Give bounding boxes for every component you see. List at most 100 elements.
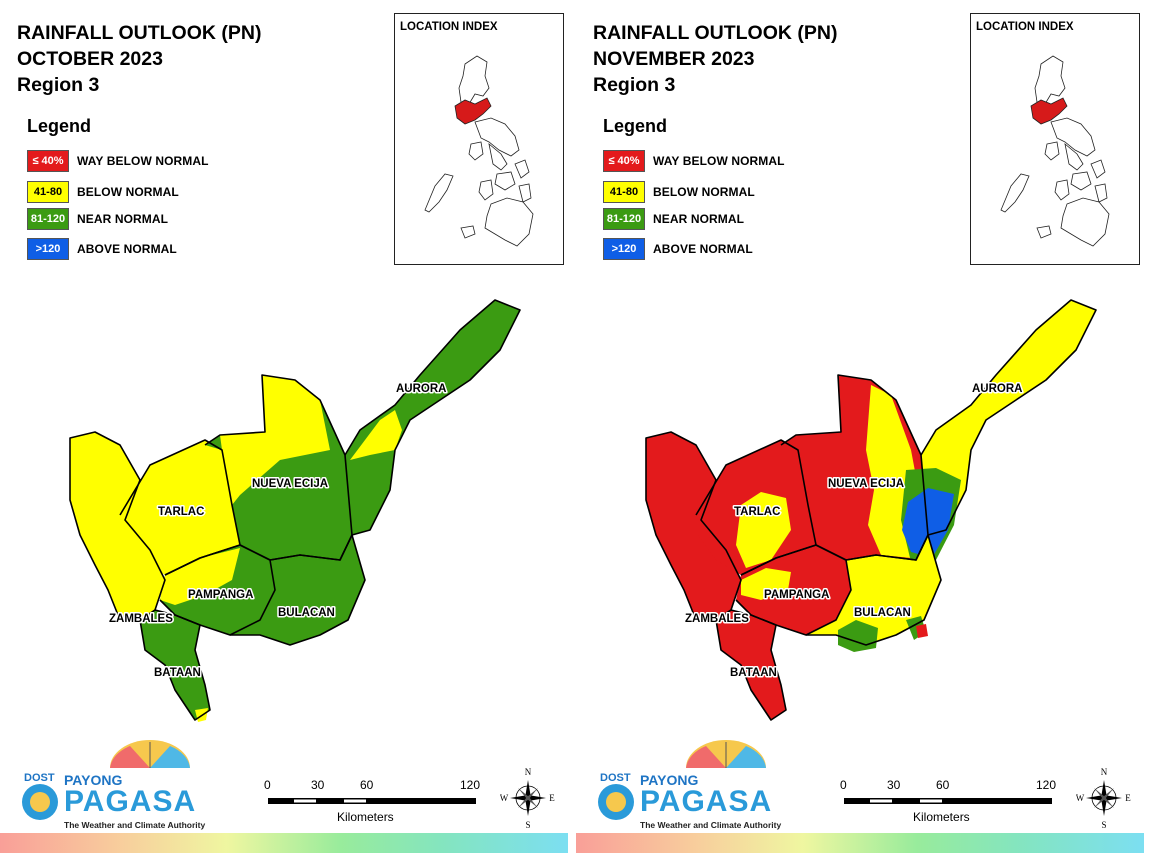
decorative-gradient-bar <box>576 833 1144 853</box>
outlook-panel-november: RAINFALL OUTLOOK (PN) NOVEMBER 2023 Regi… <box>576 0 1152 864</box>
compass-w: W <box>500 793 509 803</box>
compass-n: N <box>1101 767 1108 777</box>
province-label-zambales: ZAMBALES <box>109 613 173 625</box>
province-pampanga-west <box>160 548 240 605</box>
province-label-tarlac: TARLAC <box>734 506 780 518</box>
logo-pagasa-text: PAGASA <box>64 785 197 818</box>
province-label-bataan: BATAAN <box>154 667 201 679</box>
compass-w: W <box>1076 793 1085 803</box>
scale-tick-120: 120 <box>460 778 481 792</box>
legend-swatch: 81-120 <box>27 208 69 230</box>
map-title: RAINFALL OUTLOOK (PN) NOVEMBER 2023 Regi… <box>593 20 837 98</box>
province-bataan <box>716 610 786 720</box>
title-line-2: NOVEMBER 2023 <box>593 48 755 70</box>
legend-title: Legend <box>27 116 92 136</box>
philippines-index-map <box>424 55 534 247</box>
compass-rose: N S E W <box>500 766 556 830</box>
compass-e: E <box>549 793 555 803</box>
logo-dost-text: DOST <box>600 772 631 784</box>
province-pampanga <box>736 545 851 635</box>
province-label-pampanga: PAMPANGA <box>188 589 253 601</box>
legend-label: BELOW NORMAL <box>653 185 755 199</box>
scale-bar: 0 30 60 120 Kilometers <box>262 778 492 830</box>
scale-tick-0: 0 <box>840 778 847 792</box>
logo-tagline: The Weather and Climate Authority <box>640 820 782 830</box>
scale-bar: 0 30 60 120 Kilometers <box>838 778 1068 830</box>
compass-s: S <box>1101 820 1106 830</box>
legend-label: WAY BELOW NORMAL <box>77 154 209 168</box>
pampanga-below-patch <box>741 568 791 600</box>
province-label-bulacan: BULACAN <box>854 607 911 619</box>
logo-dost-text: DOST <box>24 772 55 784</box>
province-label-zambales: ZAMBALES <box>685 613 749 625</box>
scale-bar-graphic <box>268 798 476 804</box>
legend-label: NEAR NORMAL <box>653 212 745 226</box>
province-zambales <box>646 432 741 620</box>
legend-label: BELOW NORMAL <box>77 185 179 199</box>
legend-label: WAY BELOW NORMAL <box>653 154 785 168</box>
province-bataan <box>140 610 210 720</box>
logo-tagline: The Weather and Climate Authority <box>64 820 206 830</box>
location-index-title: LOCATION INDEX <box>976 21 1074 33</box>
compass-s: S <box>525 820 530 830</box>
scale-tick-60: 60 <box>360 778 374 792</box>
umbrella-icon <box>22 740 190 820</box>
legend-swatch: 41-80 <box>603 181 645 203</box>
legend-swatch: ≤ 40% <box>27 150 69 172</box>
logo-pagasa-text: PAGASA <box>640 785 773 818</box>
legend-swatch: 41-80 <box>27 181 69 203</box>
legend-swatch: >120 <box>27 238 69 260</box>
province-label-nueva-ecija: NUEVA ECIJA <box>252 478 328 490</box>
province-label-aurora: AURORA <box>396 383 446 395</box>
compass-icon: N S E W <box>500 767 556 830</box>
region-3-outlook-map: AURORA NUEVA ECIJA TARLAC PAMPANGA BULAC… <box>69 299 521 722</box>
location-index: LOCATION INDEX <box>970 13 1140 265</box>
legend-swatch: 81-120 <box>603 208 645 230</box>
compass-rose: N S E W <box>1076 766 1132 830</box>
province-label-aurora: AURORA <box>972 383 1022 395</box>
province-boundaries <box>69 299 521 721</box>
pagasa-logo: DOST PAYONG PAGASA The Weather and Clima… <box>18 740 218 832</box>
pagasa-logo: DOST PAYONG PAGASA The Weather and Clima… <box>594 740 794 832</box>
title-line-1: RAINFALL OUTLOOK (PN) <box>17 22 262 44</box>
outlook-panel-october: RAINFALL OUTLOOK (PN) OCTOBER 2023 Regio… <box>0 13 568 853</box>
scale-unit: Kilometers <box>337 810 394 824</box>
logo-payong-text: PAYONG <box>64 772 123 788</box>
location-index-title: LOCATION INDEX <box>400 21 498 33</box>
compass-e: E <box>1125 793 1131 803</box>
title-line-1: RAINFALL OUTLOOK (PN) <box>593 22 838 44</box>
province-bulacan <box>230 535 365 645</box>
philippines-index-map <box>1000 55 1110 247</box>
scale-tick-30: 30 <box>887 778 901 792</box>
region-3-outlook-map: AURORA NUEVA ECIJA TARLAC PAMPANGA BULAC… <box>645 299 1097 721</box>
province-tarlac <box>120 440 240 575</box>
scale-bar-graphic <box>844 798 1052 804</box>
map-title: RAINFALL OUTLOOK (PN) OCTOBER 2023 Regio… <box>17 20 261 98</box>
logo-payong-text: PAYONG <box>640 772 699 788</box>
scale-unit: Kilometers <box>913 810 970 824</box>
province-shapes <box>646 300 1096 720</box>
aurora-above-patch <box>902 488 954 558</box>
compass-n: N <box>525 767 532 777</box>
province-boundaries <box>645 299 1097 721</box>
legend-label: NEAR NORMAL <box>77 212 169 226</box>
province-shapes <box>70 300 520 722</box>
decorative-gradient-bar <box>0 833 568 853</box>
province-label-pampanga: PAMPANGA <box>764 589 829 601</box>
province-aurora <box>921 300 1096 535</box>
legend-swatch: ≤ 40% <box>603 150 645 172</box>
legend-label: ABOVE NORMAL <box>653 242 753 256</box>
scale-tick-60: 60 <box>936 778 950 792</box>
province-zambales <box>70 432 165 620</box>
location-index: LOCATION INDEX <box>394 13 564 265</box>
scale-tick-120: 120 <box>1036 778 1057 792</box>
legend-label: ABOVE NORMAL <box>77 242 177 256</box>
title-line-2: OCTOBER 2023 <box>17 48 163 70</box>
province-nueva-ecija-north <box>220 375 330 505</box>
province-bulacan <box>806 535 941 645</box>
legend-title: Legend <box>603 116 668 136</box>
bulacan-red-east <box>916 624 928 638</box>
title-line-3: Region 3 <box>17 74 100 96</box>
scale-tick-0: 0 <box>264 778 271 792</box>
province-label-nueva-ecija: NUEVA ECIJA <box>828 478 904 490</box>
